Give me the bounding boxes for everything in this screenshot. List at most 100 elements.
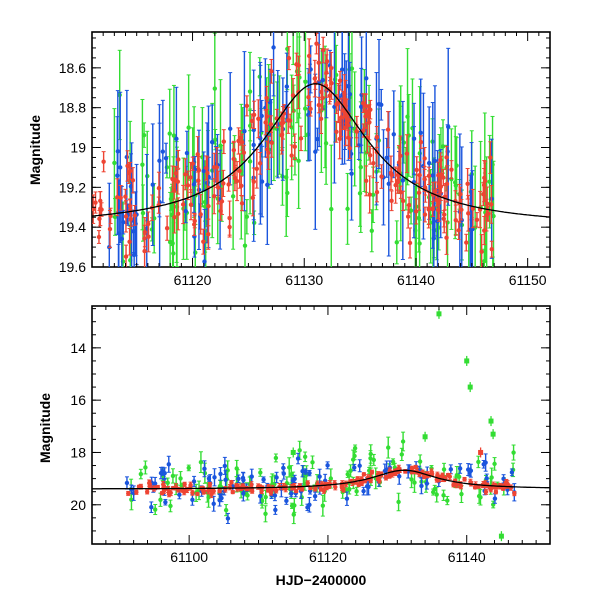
x-tick-label: 61120 (174, 272, 212, 288)
data-point-blue (284, 498, 289, 504)
data-point-red (250, 195, 256, 201)
data-point-green (303, 106, 308, 111)
data-point-red (146, 234, 151, 239)
data-point-green (143, 465, 148, 470)
data-point-green (167, 131, 172, 136)
data-point-green (354, 489, 359, 494)
x-tick-label: 61130 (285, 272, 323, 288)
data-point-blue (183, 208, 188, 214)
data-point-red (454, 482, 460, 488)
data-point-green (149, 227, 155, 232)
data-point-green (168, 503, 173, 509)
data-point-green (358, 164, 363, 170)
data-point-green (171, 133, 177, 138)
data-point-blue (432, 158, 438, 164)
outlier-point (478, 449, 484, 455)
data-point-blue (259, 113, 264, 119)
data-point-green (328, 476, 334, 481)
data-point-blue (261, 477, 266, 482)
data-point-red (493, 489, 499, 495)
data-point-red (268, 490, 274, 495)
y-tick-label: 16 (70, 392, 86, 408)
data-point-red (422, 156, 427, 161)
data-point-blue (211, 501, 216, 506)
top-panel-y-axis-label: Magnitude (27, 115, 43, 185)
data-point-red (241, 150, 247, 155)
data-point-red (435, 473, 440, 478)
data-point-blue (418, 130, 423, 135)
data-point-red (464, 240, 469, 245)
data-point-red (123, 254, 129, 259)
data-point-red (441, 175, 446, 180)
model-curve (92, 83, 550, 218)
data-point-red (374, 189, 380, 195)
outlier-point (490, 431, 496, 437)
data-point-green (302, 454, 308, 460)
data-point-red (175, 179, 181, 184)
data-point-red (279, 133, 284, 138)
data-point-green (348, 468, 353, 473)
data-point-red (244, 103, 250, 109)
data-point-green (345, 206, 350, 212)
data-point-red (485, 211, 491, 216)
data-point-blue (202, 259, 207, 264)
data-point-red (396, 160, 402, 165)
data-point-red (337, 78, 343, 83)
outlier-point (488, 418, 494, 424)
data-point-red (249, 488, 255, 494)
data-point-blue (129, 487, 134, 492)
data-point-green (368, 451, 373, 457)
data-point-red (274, 488, 279, 493)
data-point-blue (223, 477, 228, 482)
data-point-red (465, 181, 470, 186)
data-point-blue (430, 173, 435, 178)
data-point-red (369, 469, 375, 475)
data-point-green (369, 228, 374, 233)
data-point-red (144, 489, 150, 495)
data-point-green (440, 144, 446, 149)
data-point-green (386, 445, 391, 450)
data-point-red (221, 139, 227, 144)
data-point-blue (131, 252, 137, 258)
y-tick-label: 18 (70, 444, 86, 460)
data-point-green (491, 213, 496, 219)
data-point-blue (346, 84, 351, 89)
y-tick-label: 14 (70, 340, 86, 356)
data-point-blue (325, 463, 330, 468)
data-point-green (459, 491, 464, 497)
data-point-red (512, 491, 517, 496)
data-point-green (320, 503, 326, 508)
outlier-point (436, 311, 442, 317)
data-point-red (172, 188, 177, 193)
outlier-point (422, 434, 428, 440)
data-point-red (296, 485, 302, 490)
data-point-red (308, 106, 313, 112)
data-point-red (182, 482, 187, 487)
data-point-blue (317, 474, 322, 479)
data-point-red (227, 215, 232, 221)
data-point-blue (274, 475, 279, 480)
data-point-red (286, 55, 292, 61)
data-point-green (441, 493, 446, 498)
data-point-red (444, 235, 449, 240)
data-point-red (107, 226, 113, 232)
data-point-red (115, 195, 120, 200)
data-point-green (289, 472, 294, 477)
data-point-red (237, 135, 243, 141)
data-point-red (405, 214, 411, 219)
data-point-red (204, 165, 209, 171)
data-point-red (206, 203, 211, 209)
data-point-green (218, 143, 223, 148)
data-point-blue (174, 136, 179, 142)
data-point-blue (320, 77, 325, 83)
data-point-red (183, 172, 188, 177)
data-point-green (431, 489, 436, 495)
data-point-green (453, 183, 459, 188)
data-point-green (244, 214, 250, 219)
bottom-panel-full-light-curve: Magnitude HJD−2400000 61100 61120 61140 14 1… (37, 305, 551, 588)
data-point-red (198, 212, 203, 217)
data-point-green (167, 239, 173, 245)
data-point-blue (160, 149, 166, 154)
data-point-blue (259, 179, 265, 184)
data-point-red (206, 488, 211, 493)
